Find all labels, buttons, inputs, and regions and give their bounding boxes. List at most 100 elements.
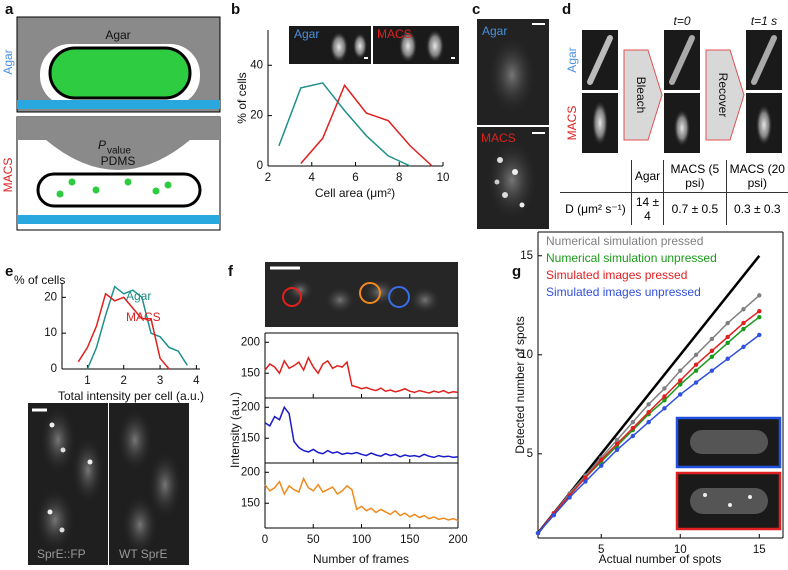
legend-entry: Agar	[126, 289, 151, 303]
marker	[614, 447, 620, 453]
legend-entry: Numerical simulation pressed	[546, 234, 703, 248]
y-tick-label: 150	[241, 497, 260, 509]
series-line	[300, 83, 433, 167]
marker	[599, 457, 604, 462]
x-tick-label: 10	[437, 172, 450, 184]
image-label: Agar	[482, 24, 507, 38]
marker	[693, 362, 699, 367]
marker	[614, 441, 620, 447]
marker	[757, 332, 762, 338]
y-tick-label: 150	[241, 367, 260, 379]
y-axis-label: % of cells	[235, 72, 249, 123]
label: P	[98, 138, 106, 152]
marker	[741, 320, 746, 326]
diffusion-table: Agar MACS (5 psi) MACS (20 psi) D (μm² s…	[560, 160, 788, 225]
marker	[741, 307, 746, 312]
series-line	[264, 356, 459, 394]
marker	[725, 356, 730, 361]
marker	[662, 398, 667, 403]
marker	[693, 352, 699, 357]
row-label: Agar	[565, 47, 579, 72]
micrograph	[265, 262, 458, 327]
image-label: WT SprE	[119, 547, 167, 561]
table-header: Agar	[630, 160, 664, 193]
x-tick-label: 10	[674, 544, 687, 556]
legend-entry: MACS	[126, 310, 161, 324]
image-label: MACS	[481, 131, 516, 145]
schematic-macs	[16, 116, 221, 231]
x-tick-label: 200	[448, 534, 467, 546]
y-tick-label: 20	[44, 291, 57, 303]
table-header: MACS (20 psi)	[725, 160, 788, 193]
marker	[709, 336, 715, 342]
series-line	[278, 82, 411, 167]
x-tick-label: 1	[84, 375, 90, 387]
y-tick-label: 10	[44, 327, 57, 339]
panel-label: d	[562, 1, 571, 18]
marker	[725, 320, 730, 326]
y-tick-label: 15	[520, 250, 533, 262]
marker	[630, 419, 636, 425]
x-tick-label: 100	[352, 534, 371, 546]
image-label: SprE::FP	[37, 547, 86, 561]
x-tick-label: 3	[157, 375, 163, 387]
series-line	[86, 285, 188, 370]
marker	[725, 340, 730, 346]
inset-image	[675, 416, 782, 531]
x-tick-label: 2	[121, 375, 127, 387]
y-tick-label: 0	[51, 363, 57, 375]
marker	[757, 309, 762, 314]
y-tick-label: 200	[241, 336, 260, 348]
label: PDMS	[101, 154, 136, 168]
y-tick-label: 200	[241, 401, 260, 413]
y-tick-label: 0	[257, 160, 263, 172]
x-tick-label: 6	[352, 172, 358, 184]
marker	[678, 392, 683, 397]
marker	[678, 378, 683, 383]
side-label: MACS	[1, 158, 15, 193]
marker	[709, 348, 715, 354]
y-tick-label: 40	[250, 59, 263, 71]
time-label: t=0	[673, 14, 690, 28]
legend-entry: Numerical simulation unpressed	[546, 251, 717, 265]
panel-label: b	[231, 1, 240, 18]
marker	[583, 479, 588, 484]
marker	[693, 368, 699, 373]
x-axis-label: Cell area (μm²)	[315, 186, 395, 200]
marker	[678, 382, 683, 387]
marker	[662, 386, 667, 391]
y-tick-label: 200	[241, 466, 260, 478]
marker	[583, 475, 588, 480]
table-header: MACS (5 psi)	[663, 160, 727, 193]
legend-entry: Simulated images pressed	[546, 268, 687, 282]
panel-label: f	[228, 263, 234, 280]
marker	[630, 433, 636, 439]
x-axis-label: Total intensity per cell (a.u.)	[58, 389, 204, 403]
marker	[757, 314, 762, 320]
label: value	[107, 146, 131, 157]
y-axis-label: Intensity (a.u.)	[228, 392, 242, 468]
x-tick-label: 2	[265, 172, 271, 184]
x-axis-label: Actual number of spots	[599, 552, 722, 566]
y-tick-label: 20	[250, 110, 263, 122]
panel-label: c	[472, 1, 480, 18]
x-tick-label: 0	[262, 534, 268, 546]
x-tick-label: 4	[193, 375, 200, 387]
marker	[646, 402, 651, 407]
micrograph	[289, 26, 459, 64]
marker	[599, 463, 604, 468]
x-tick-label: 50	[307, 534, 320, 546]
series-line	[264, 476, 459, 522]
micrograph	[28, 403, 189, 565]
micrograph	[477, 19, 549, 229]
marker	[630, 425, 636, 431]
y-tick-label: 5	[527, 448, 533, 460]
table-cell: 0.7 ± 0.5	[663, 192, 727, 225]
x-tick-label: 4	[309, 172, 316, 184]
marker	[678, 368, 683, 373]
table-cell: 14 ± 4	[630, 192, 664, 225]
step-label: Recover	[716, 73, 730, 118]
legend-entry: Simulated images unpressed	[546, 285, 701, 299]
